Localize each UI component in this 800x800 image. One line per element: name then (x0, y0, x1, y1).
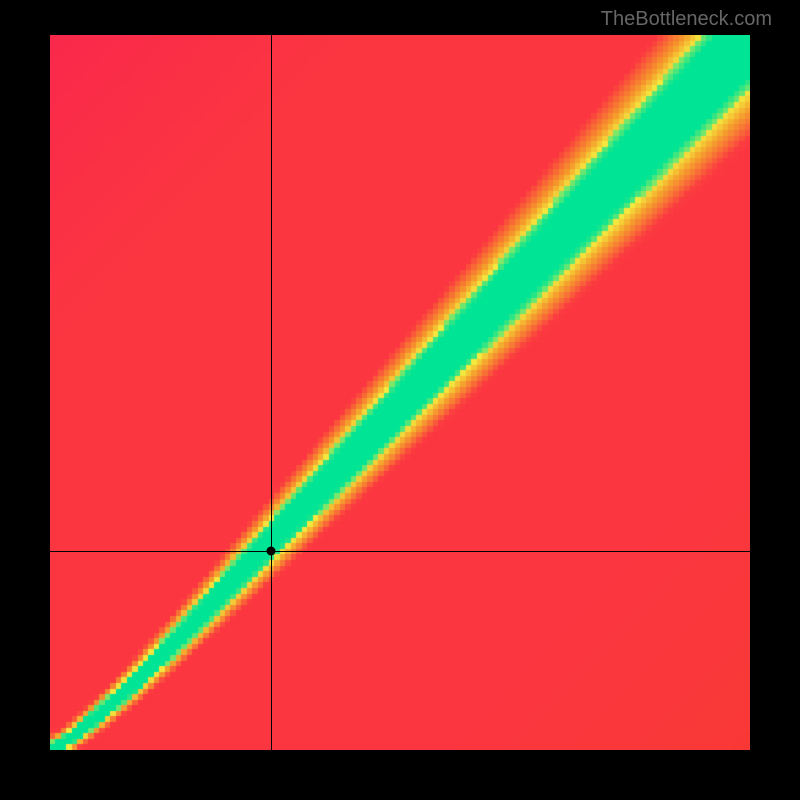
heatmap-plot (50, 35, 750, 750)
watermark-text: TheBottleneck.com (601, 8, 772, 31)
marker-point (267, 547, 276, 556)
heatmap-canvas (50, 35, 750, 750)
chart-container: TheBottleneck.com (0, 0, 800, 800)
crosshair-horizontal (50, 551, 750, 552)
crosshair-vertical (271, 35, 272, 750)
